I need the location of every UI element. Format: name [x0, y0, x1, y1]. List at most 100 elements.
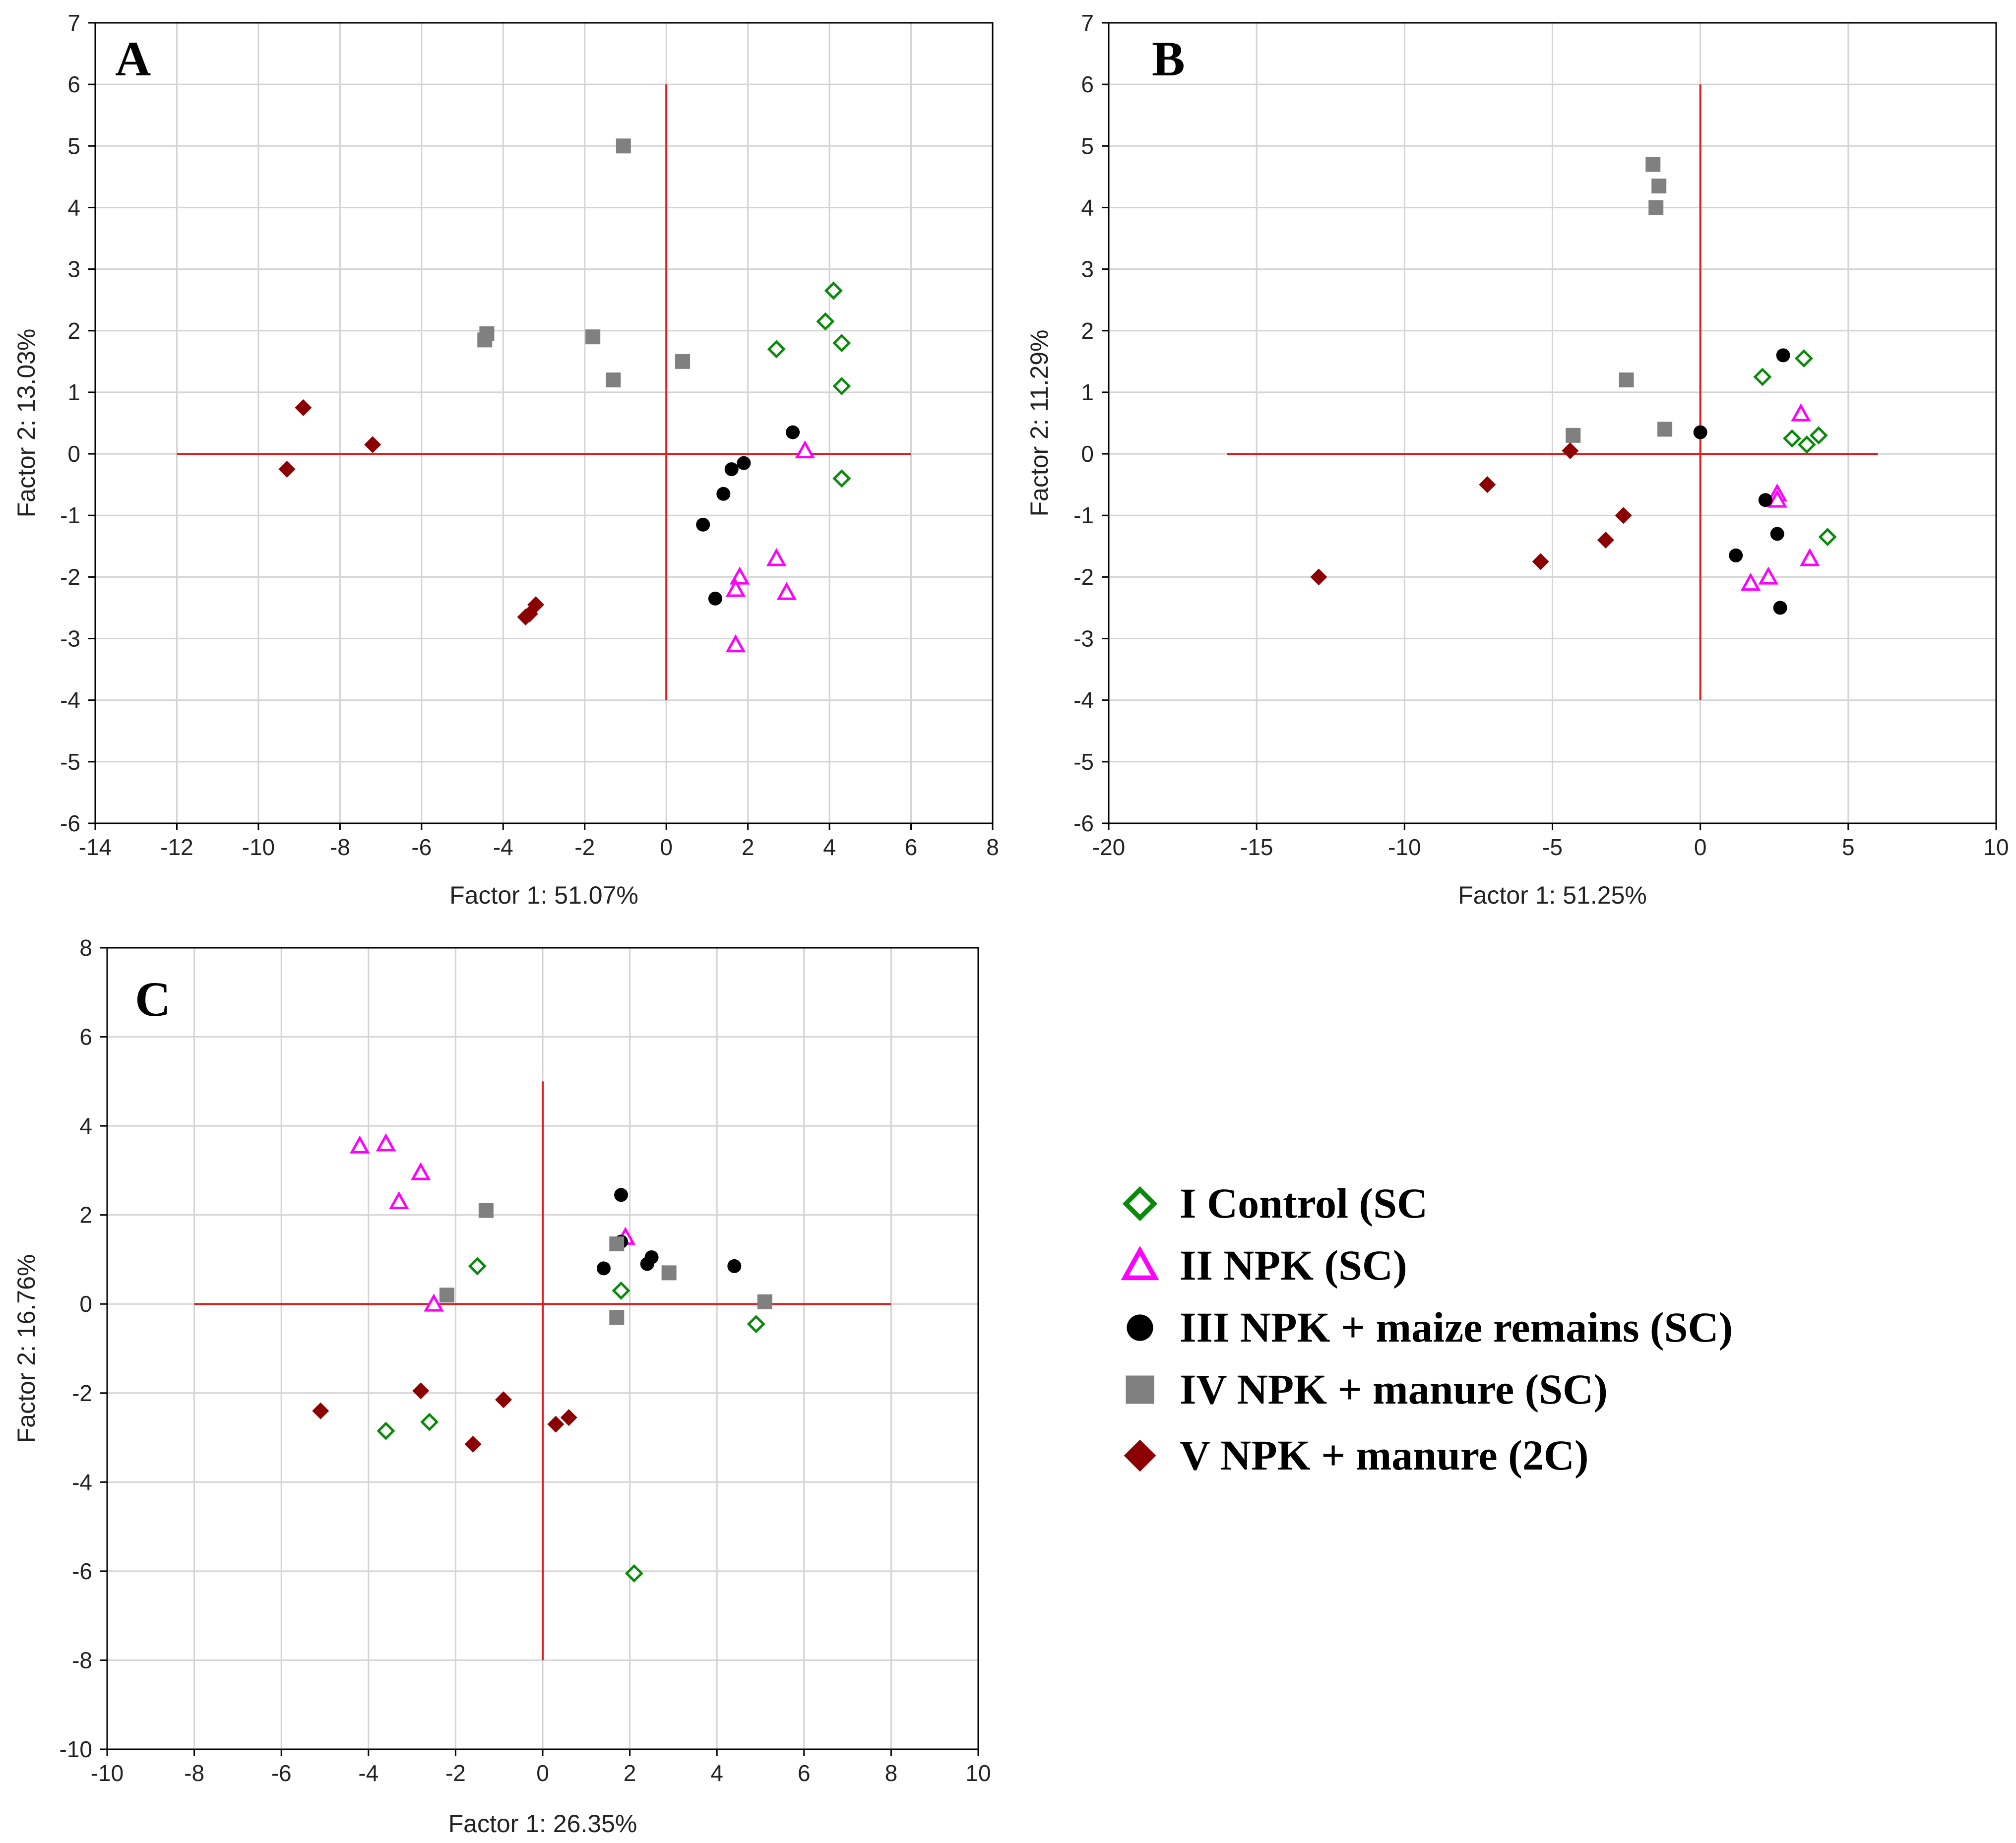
x-tick-label: 5	[1842, 834, 1855, 860]
data-point-control	[1794, 349, 1813, 368]
data-point-manure-sc	[439, 1288, 454, 1303]
data-point-control	[1818, 528, 1837, 547]
data-point-manure-sc	[477, 332, 493, 348]
data-point-control	[747, 1315, 765, 1334]
data-point-manure-2c	[1597, 531, 1614, 549]
panel-label-a: A	[115, 31, 151, 86]
data-point-control	[468, 1257, 487, 1276]
legend-label-manure-sc: IV NPK + manure (SC)	[1180, 1365, 1608, 1413]
data-point-npk	[349, 1135, 370, 1154]
data-point-maize	[640, 1257, 654, 1271]
data-point-manure-sc	[675, 354, 691, 369]
data-point-maize	[724, 462, 739, 477]
data-point-manure-sc	[1619, 372, 1634, 388]
legend-label-control: I Control (SC	[1180, 1179, 1428, 1227]
data-point-npk	[1800, 548, 1820, 566]
data-point-control	[832, 376, 851, 396]
data-point-manure-2c	[312, 1402, 329, 1419]
x-tick-label: -10	[1388, 834, 1421, 860]
panel-label-b: B	[1152, 31, 1185, 86]
x-tick-label: 4	[823, 834, 836, 860]
x-tick-label: -6	[411, 834, 432, 860]
data-point-maize	[1776, 348, 1790, 363]
y-tick-label: -4	[60, 687, 80, 713]
data-point-manure-2c	[278, 461, 296, 478]
y-tick-label: 1	[67, 379, 80, 405]
data-point-manure-2c	[295, 399, 312, 416]
y-axis-title: Factor 2: 11.29%	[1025, 329, 1053, 516]
y-tick-label: 4	[67, 194, 80, 220]
data-point-manure-2c	[1479, 476, 1496, 493]
y-tick-label: -6	[72, 1558, 92, 1584]
panel-b: -20 -15 -10 -5 0 5 10-6-5-4-3-2-101234567Facto…	[1025, 10, 2009, 909]
y-tick-label: -8	[72, 1647, 92, 1673]
x-tick-label: 0	[660, 834, 673, 860]
x-tick-label: -20	[1092, 834, 1125, 860]
legend-marker-npk	[1121, 1245, 1159, 1281]
x-tick-label: -8	[184, 1760, 204, 1786]
x-tick-label: -10	[91, 1760, 124, 1786]
data-point-maize	[727, 1259, 742, 1273]
legend-marker-manure-2c	[1124, 1439, 1156, 1472]
legend-item-npk: II NPK (SC)	[1180, 1241, 1407, 1289]
data-point-control	[1753, 368, 1772, 386]
data-point-maize	[1729, 548, 1743, 562]
plot-layer: -10 -8 -6 -4 -2 0 2 4 6 8 10 -10 -8 -6 -4 -2 0 2 4 6 8 Factor…	[12, 935, 991, 1838]
panel-c: -10 -8 -6 -4 -2 0 2 4 6 8 10 -10 -8 -6 -4 -2 0 2 4 6 8 Factor…	[12, 935, 991, 1838]
x-tick-label: -2	[574, 834, 595, 860]
y-tick-label: 7	[1081, 10, 1094, 36]
data-point-npk	[389, 1191, 409, 1210]
x-tick-label: -15	[1240, 834, 1273, 860]
x-tick-label: -5	[1542, 834, 1563, 860]
legend: I Control (SC II NPK (SC) III NPK + maiz…	[1121, 1179, 1733, 1479]
data-point-control	[832, 334, 851, 353]
y-tick-label: 6	[67, 71, 80, 97]
y-tick-label: 2	[1081, 318, 1094, 344]
y-tick-label: -2	[72, 1380, 92, 1406]
y-tick-label: 5	[67, 133, 80, 159]
data-point-maize	[786, 425, 800, 439]
data-point-control	[1809, 426, 1828, 445]
data-point-maize	[708, 591, 722, 606]
x-tick-label: 0	[1694, 834, 1707, 860]
data-point-npk	[795, 440, 816, 459]
panel-a: -14 -12 -10 -8 -6 -4 -2 0 2 4 6 8-6-5-4-3-2-1012345…	[12, 10, 999, 909]
data-point-npk	[725, 634, 746, 653]
y-tick-label: -3	[1073, 626, 1094, 652]
data-point-manure-sc	[609, 1236, 625, 1252]
x-tick-label: 2	[624, 1760, 636, 1786]
data-point-manure-2c	[464, 1436, 482, 1453]
y-tick-label: 4	[1081, 194, 1094, 220]
x-tick-label: -12	[160, 834, 193, 860]
data-point-npk	[376, 1133, 396, 1152]
data-point-npk	[410, 1162, 431, 1180]
y-tick-label: 7	[67, 10, 80, 36]
plot-layer: -20 -15 -10 -5 0 5 10-6-5-4-3-2-101234567Facto…	[1025, 10, 2009, 909]
data-point-npk	[725, 579, 746, 597]
data-point-manure-sc	[661, 1265, 677, 1281]
y-tick-label: -2	[1073, 564, 1094, 590]
data-point-control	[816, 312, 835, 331]
x-tick-label: 10	[965, 1760, 991, 1786]
data-point-npk	[766, 548, 787, 566]
data-point-manure-sc	[1566, 428, 1581, 443]
x-axis-title: Factor 1: 51.25%	[1458, 881, 1647, 909]
legend-label-manure-2c: V NPK + manure (2C)	[1180, 1431, 1589, 1479]
data-point-control	[832, 469, 851, 488]
data-point-control	[625, 1564, 643, 1583]
legend-marker-control	[1122, 1186, 1158, 1222]
x-tick-label: 8	[885, 1760, 898, 1786]
data-point-manure-sc	[585, 329, 601, 345]
data-point-npk	[1767, 490, 1787, 508]
x-tick-label: -14	[79, 834, 112, 860]
data-point-manure-sc	[478, 1203, 494, 1218]
data-point-manure-sc	[757, 1294, 772, 1309]
y-tick-label: -6	[1073, 810, 1094, 836]
data-point-maize	[1693, 425, 1707, 439]
y-tick-label: 4	[79, 1113, 92, 1139]
y-tick-label: 2	[79, 1202, 92, 1228]
y-tick-label: -4	[1073, 687, 1094, 713]
y-tick-label: 3	[67, 256, 80, 282]
x-tick-label: 8	[986, 834, 999, 860]
